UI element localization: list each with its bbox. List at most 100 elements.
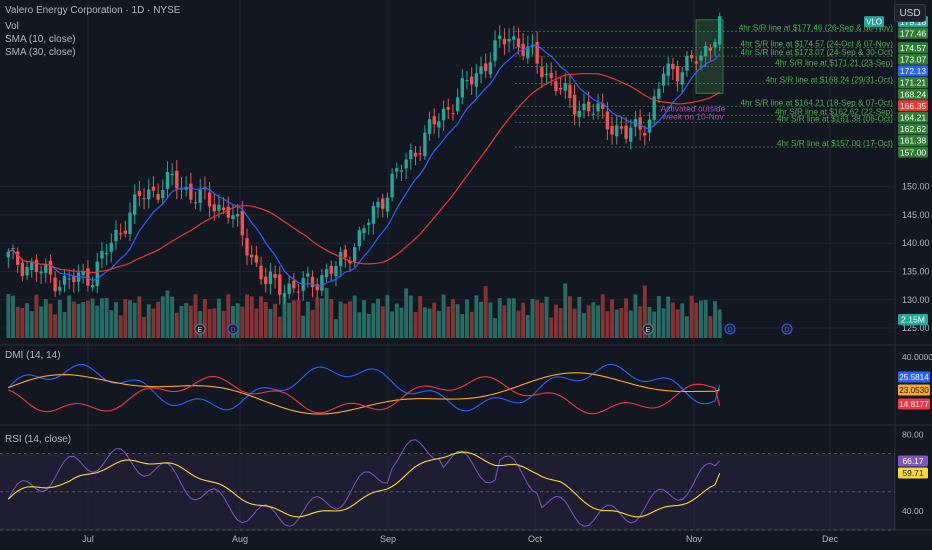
volume-bar bbox=[418, 295, 423, 338]
volume-bar bbox=[689, 295, 694, 338]
volume-bar bbox=[179, 305, 184, 338]
price-label: 171.21 bbox=[900, 78, 927, 88]
volume-bar bbox=[539, 302, 544, 338]
candle-body bbox=[16, 251, 20, 265]
candle-body bbox=[90, 285, 95, 288]
volume-bar bbox=[212, 308, 217, 338]
volume-bar bbox=[628, 310, 633, 338]
x-tick-label: Dec bbox=[822, 534, 839, 544]
candle-body bbox=[39, 271, 43, 274]
candle-body bbox=[86, 268, 90, 286]
volume-bar bbox=[235, 303, 240, 338]
price-label: 157.00 bbox=[900, 147, 927, 157]
candle-body bbox=[605, 111, 610, 130]
volume-bar bbox=[216, 298, 221, 338]
volume-bar bbox=[624, 298, 629, 338]
candle-body bbox=[81, 271, 85, 275]
annotation-text: Activated outside bbox=[661, 103, 726, 113]
volume-bar bbox=[25, 303, 30, 338]
volume-bar bbox=[90, 298, 95, 338]
event-marker bbox=[781, 323, 793, 335]
candle-body bbox=[161, 190, 165, 199]
sr-label: 4hr S/R line at $162.62 (22-Sep) bbox=[775, 107, 893, 116]
candle-body bbox=[278, 274, 282, 295]
candle-body bbox=[432, 116, 436, 125]
candle-body bbox=[558, 87, 563, 90]
volume-bar bbox=[95, 305, 100, 338]
candle-body bbox=[268, 271, 273, 285]
currency-button[interactable]: USD bbox=[894, 4, 926, 22]
volume-bar bbox=[404, 288, 409, 338]
candle-body bbox=[114, 229, 118, 242]
volume-bar bbox=[193, 294, 198, 338]
dmi-tick-label: 40.0000 bbox=[902, 352, 932, 362]
volume-bar bbox=[605, 311, 610, 338]
candle-body bbox=[338, 252, 343, 267]
price-label-box bbox=[898, 134, 928, 146]
price-label-box bbox=[898, 146, 928, 158]
volume-bar bbox=[422, 307, 427, 338]
volume-bar bbox=[394, 303, 399, 338]
candle-body bbox=[282, 293, 287, 297]
candle-body bbox=[34, 259, 39, 273]
volume-bar bbox=[39, 306, 44, 338]
volume-bar bbox=[319, 298, 324, 338]
volume-bar bbox=[343, 303, 348, 338]
ticker-badge-box bbox=[864, 16, 884, 28]
candle-body bbox=[147, 189, 151, 200]
candle-body bbox=[175, 170, 179, 189]
x-tick-label: Oct bbox=[528, 534, 543, 544]
candle-body bbox=[156, 194, 160, 200]
event-marker bbox=[194, 323, 206, 335]
volume-bar bbox=[441, 294, 446, 338]
volume-bar bbox=[661, 308, 666, 338]
volume-bar bbox=[6, 294, 11, 338]
candle-body bbox=[245, 238, 249, 256]
event-marker-label: D bbox=[784, 327, 789, 334]
y-tick-label: 150.00 bbox=[902, 182, 930, 192]
candle-body bbox=[713, 41, 717, 48]
price-label: 172.13 bbox=[900, 66, 927, 76]
event-marker-label: D bbox=[230, 327, 235, 334]
volume-bar bbox=[259, 296, 264, 338]
volume-bar bbox=[142, 317, 147, 338]
sr-label: 4hr S/R line at $177.46 (26-Sep & 06-Nov… bbox=[739, 23, 894, 32]
volume-bar bbox=[647, 307, 652, 338]
volume-bar bbox=[577, 296, 582, 338]
volume-bar bbox=[329, 298, 334, 338]
candle-body bbox=[25, 266, 29, 276]
candle-body bbox=[62, 275, 67, 285]
price-label: 177.46 bbox=[900, 28, 927, 38]
candle-body bbox=[362, 228, 366, 234]
candle-body bbox=[259, 265, 263, 280]
volume-bar bbox=[399, 307, 404, 338]
price-label: 174.57 bbox=[900, 43, 927, 53]
rsi-value-box bbox=[898, 455, 928, 467]
candle-body bbox=[460, 78, 464, 98]
candle-body bbox=[638, 117, 642, 130]
volume-bar bbox=[530, 298, 535, 338]
candle-body bbox=[708, 47, 713, 51]
sma10-line bbox=[8, 44, 721, 287]
price-label-box bbox=[898, 100, 928, 112]
volume-bar bbox=[207, 309, 212, 338]
candle-body bbox=[549, 73, 553, 79]
volume-bar bbox=[67, 295, 72, 338]
volume-bar bbox=[57, 299, 62, 338]
volume-bar bbox=[310, 309, 315, 338]
candle-body bbox=[385, 197, 390, 212]
candle-body bbox=[100, 251, 104, 259]
candle-body bbox=[128, 212, 132, 235]
sma30-line bbox=[8, 73, 721, 274]
volume-bar bbox=[338, 301, 343, 338]
candle-body bbox=[20, 262, 25, 277]
candle-body bbox=[512, 36, 516, 40]
volume-legend: Vol bbox=[5, 21, 19, 32]
y-tick-label: 140.00 bbox=[902, 238, 930, 248]
indicator-lines bbox=[8, 44, 721, 287]
volume-bar bbox=[563, 283, 568, 338]
volume-bar bbox=[118, 315, 123, 338]
volume-bar bbox=[81, 302, 86, 338]
volume-bar bbox=[446, 306, 451, 338]
